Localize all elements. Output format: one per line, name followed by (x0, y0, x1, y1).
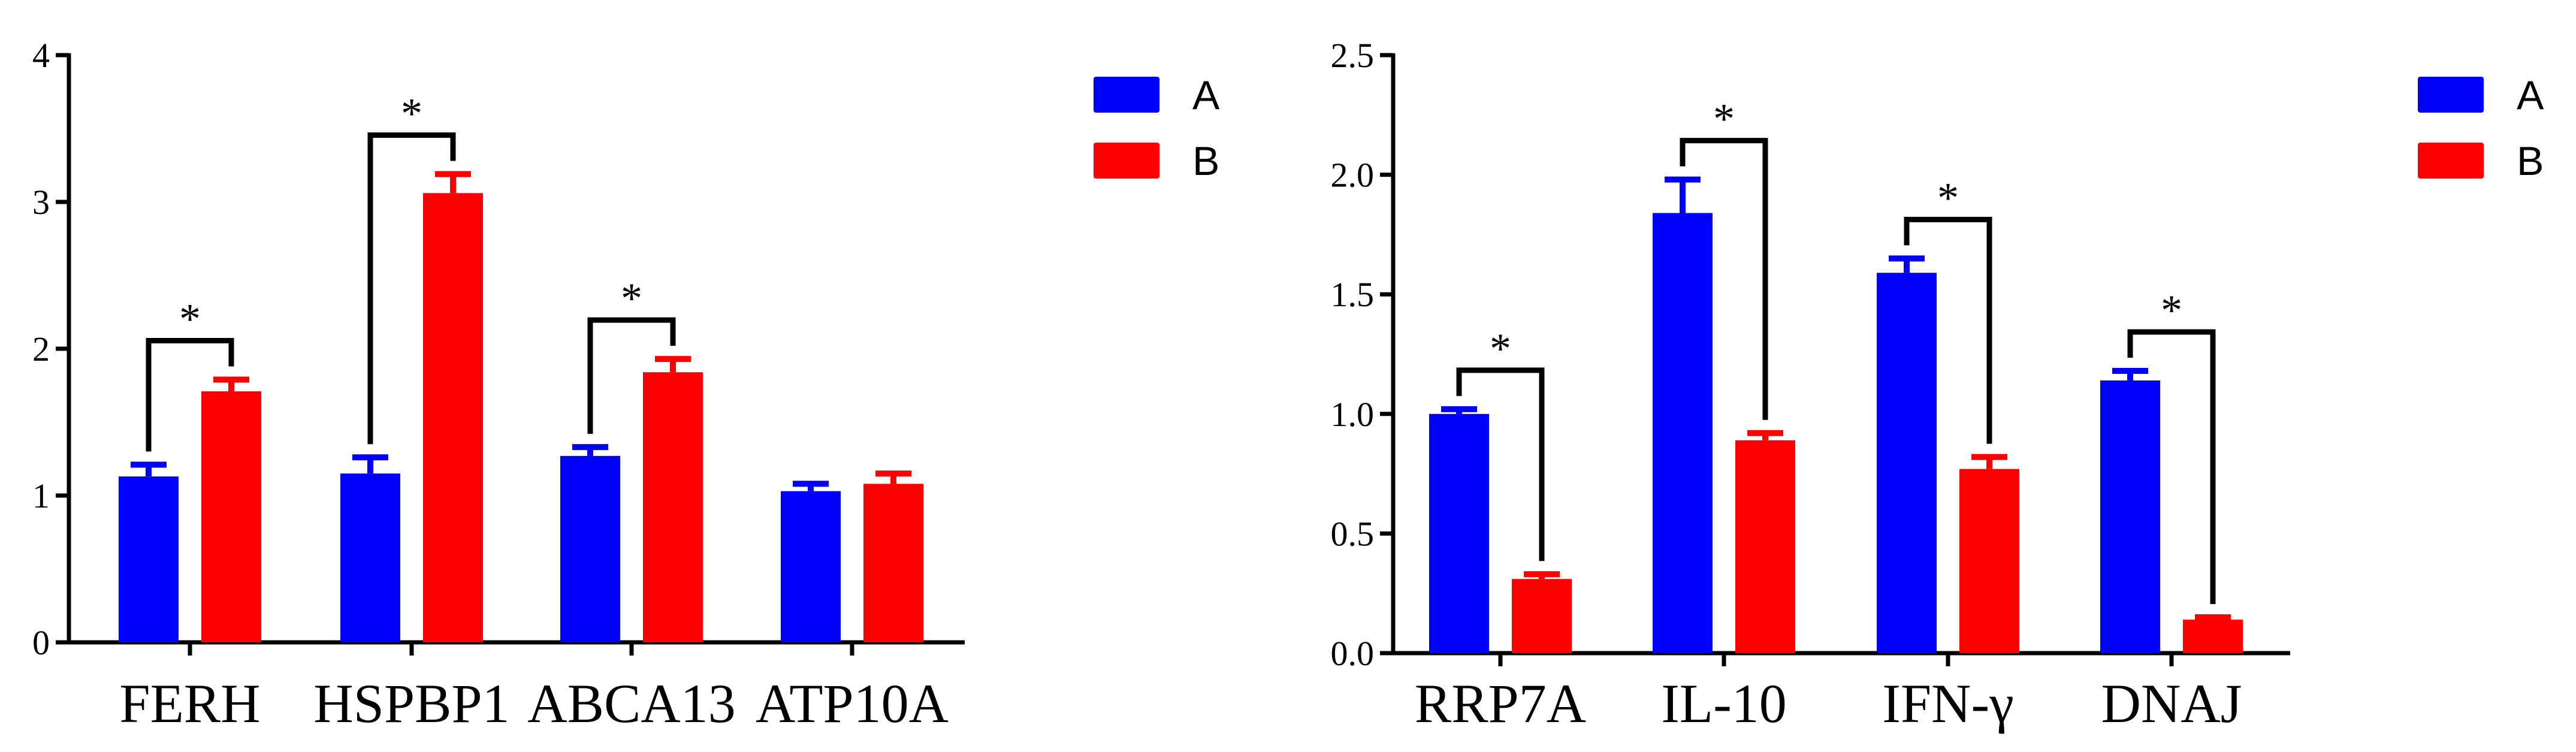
x-tick-label: HSPBP1 (313, 673, 509, 734)
chart-right-y-ticks: 0.0 0.5 1.0 1.5 2.0 2.5 (1331, 36, 1393, 673)
bar (1735, 440, 1795, 653)
significance-star: * (1713, 95, 1735, 143)
significance-bracket (1904, 216, 1992, 444)
chart-left-legend: AB (1094, 73, 1220, 184)
significance-star: * (2161, 286, 2182, 334)
significance-bracket (587, 317, 676, 434)
chart-right-significance: * * * * (1456, 95, 2216, 605)
significance-star: * (1937, 174, 1959, 222)
bar (423, 193, 483, 642)
chart-left-bars (119, 171, 923, 642)
x-tick-label: DNAJ (2101, 673, 2242, 734)
x-tick-label: ATP10A (756, 673, 949, 734)
bar (1512, 579, 1572, 653)
bar (2100, 380, 2160, 653)
chart-right: 0.0 0.5 1.0 1.5 2.0 2.5 RRP7A IL-10 IFN-γ DNAJ *… (1331, 36, 2545, 734)
bar (119, 476, 179, 642)
y-tick-label: 1 (32, 476, 50, 515)
x-tick-label: RRP7A (1415, 673, 1586, 734)
legend-swatch (2418, 143, 2484, 179)
legend-label: A (2517, 73, 2544, 118)
bar (1959, 469, 2019, 653)
significance-star: * (1490, 325, 1511, 373)
chart-left-significance: * * * (146, 89, 676, 452)
y-tick-label: 1.0 (1331, 395, 1375, 434)
y-tick-label: 4 (32, 36, 50, 75)
y-tick-label: 0 (32, 623, 50, 662)
bar (1429, 413, 1489, 653)
significance-bracket (2127, 329, 2216, 605)
significance-bracket (1456, 367, 1545, 561)
y-tick-label: 0.5 (1331, 514, 1375, 553)
significance-bracket (1680, 138, 1768, 420)
y-tick-label: 1.5 (1331, 275, 1375, 314)
significance-bracket (146, 337, 234, 452)
bar (201, 391, 261, 642)
bar (560, 455, 620, 642)
legend-label: B (1192, 138, 1219, 184)
chart-right-x-labels: RRP7A IL-10 IFN-γ DNAJ (1415, 673, 2242, 734)
chart-left-y-ticks: 0 1 2 3 4 (32, 36, 69, 662)
chart-left-x-labels: FERH HSPBP1 ABCA13 ATP10A (119, 673, 949, 734)
legend-swatch (1094, 143, 1159, 179)
legend-label: A (1192, 73, 1220, 118)
chart-right-bars (1429, 176, 2243, 654)
bar (1877, 273, 1937, 654)
y-tick-label: 3 (32, 183, 50, 222)
x-tick-label: FERH (119, 673, 260, 734)
significance-star: * (621, 274, 642, 322)
bar (340, 473, 400, 642)
legend-label: B (2517, 138, 2544, 184)
bar (643, 372, 703, 642)
y-tick-label: 2.0 (1331, 156, 1375, 195)
y-tick-label: 0.0 (1331, 634, 1375, 673)
significance-star: * (401, 89, 422, 137)
y-tick-label: 2.5 (1331, 36, 1375, 75)
bar (863, 484, 923, 642)
x-tick-label: ABCA13 (527, 673, 736, 734)
chart-right-legend: AB (2418, 73, 2544, 184)
x-tick-label: IL-10 (1661, 673, 1786, 734)
chart-left: 0 1 2 3 4 FERH HSPBP1 ABCA13 ATP10A * * * AB (32, 36, 1220, 734)
bar (2183, 620, 2243, 653)
bar (1653, 213, 1713, 653)
legend-swatch (1094, 77, 1159, 113)
significance-bracket (367, 132, 456, 445)
bar (781, 491, 841, 642)
x-tick-label: IFN-γ (1882, 673, 2014, 734)
significance-star: * (179, 295, 201, 343)
y-tick-label: 2 (32, 330, 50, 369)
legend-swatch (2418, 77, 2484, 113)
